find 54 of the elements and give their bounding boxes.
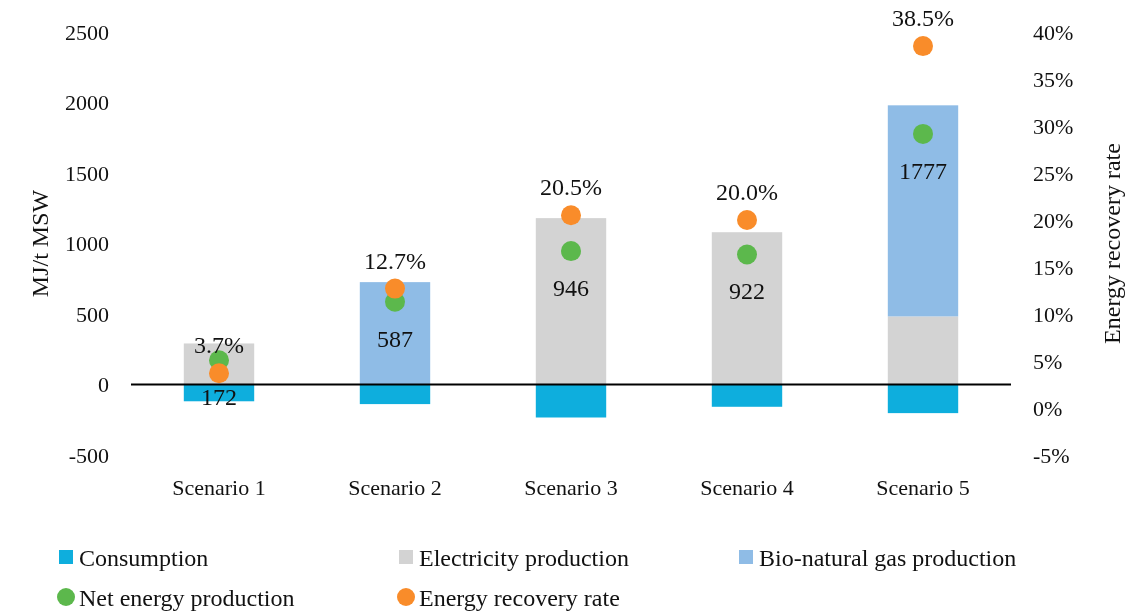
y-tick-label: 1000 [65,231,109,257]
x-tick-label: Scenario 3 [524,474,618,500]
bar [887,105,959,317]
legend-label: Net energy production [79,585,295,611]
data-label: 1777 [899,157,947,184]
y2-tick-label: 15% [1033,254,1074,280]
data-label: 20.0% [716,179,778,205]
point [385,278,405,299]
y-tick-label: 2500 [65,19,109,45]
data-label: 38.5% [892,5,954,32]
bar [711,384,783,407]
y-tick-label: 1500 [65,160,109,186]
bar [535,384,607,418]
y2-tick-label: 25% [1033,160,1074,186]
y2-tick-label: 5% [1033,348,1063,374]
data-label: 946 [553,275,589,302]
bar [359,282,431,385]
y-tick-label: -500 [68,442,109,468]
x-tick-label: Scenario 5 [876,474,970,500]
y2-tick-label: -5% [1033,442,1070,468]
legend-label: Bio-natural gas production [759,545,1017,571]
x-tick-label: Scenario 1 [172,474,266,500]
legend-label: Electricity production [419,545,629,571]
y2-tick-label: 20% [1033,207,1074,233]
y2-tick-label: 35% [1033,66,1074,92]
y-tick-label: 2000 [65,90,109,116]
bar [359,384,431,405]
x-tick-label: Scenario 4 [700,474,794,500]
data-label: 922 [729,278,765,305]
point [913,36,933,57]
legend-label: Consumption [79,545,209,571]
bar [887,316,959,385]
y2-tick-label: 10% [1033,301,1074,327]
bar [887,384,959,414]
y2-axis-title: Energy recovery rate [1099,143,1125,344]
y-tick-label: 500 [76,301,109,327]
data-label: 20.5% [540,174,602,201]
y-tick-label: 0 [98,372,109,398]
bar [535,218,607,385]
data-label: 587 [377,325,413,352]
point [737,244,757,265]
point [561,241,581,262]
y2-tick-label: 0% [1033,395,1063,421]
data-label: 3.7% [194,332,244,359]
point [913,123,933,144]
legend-label: Energy recovery rate [419,585,620,611]
data-label: 12.7% [364,247,426,274]
point [737,210,757,230]
x-tick-label: Scenario 2 [348,474,442,500]
y2-tick-label: 40% [1033,19,1074,45]
point [561,205,581,226]
y2-tick-label: 30% [1033,113,1074,139]
bar [711,232,783,385]
y-axis-title: MJ/t MSW [27,189,53,298]
